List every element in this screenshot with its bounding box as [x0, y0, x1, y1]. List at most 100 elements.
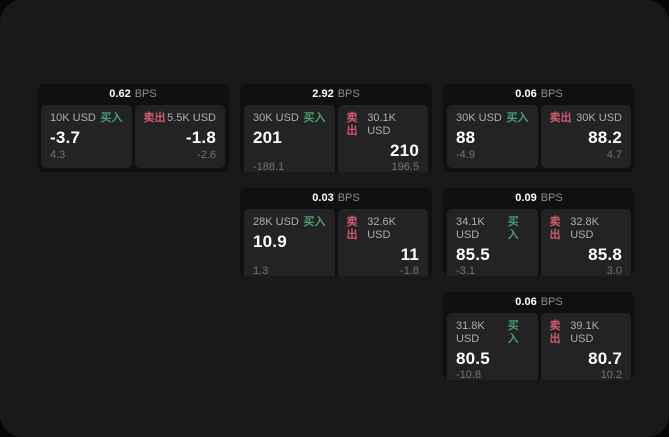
bps-unit-label: BPS	[134, 88, 157, 100]
sell-quote-panel[interactable]: 卖出 5.5K USD -1.8 -2.6	[134, 105, 225, 168]
buy-sub-value: -3.1	[456, 265, 475, 276]
buy-notional: 10K USD	[50, 112, 96, 124]
bps-value: 0.09	[515, 192, 537, 204]
sell-notional: 30.1K USD	[367, 112, 396, 137]
sell-panel-top: 卖出 32.6K USD	[347, 216, 420, 242]
buy-quote-panel[interactable]: 34.1K USD 买入 85.5 -3.1	[447, 209, 538, 276]
sell-panel-top: 卖出 30K USD	[550, 112, 623, 125]
sell-sub-value: 10.2	[600, 369, 622, 380]
buy-panel-top: 10K USD 买入	[50, 112, 123, 125]
sell-quote-panel[interactable]: 卖出 30K USD 88.2 4.7	[540, 105, 631, 168]
sell-sub-value: 3.0	[606, 265, 622, 276]
sell-side-label: 卖出	[549, 320, 561, 345]
buy-notional: 34.1K USD	[456, 216, 485, 241]
quote-card: 0.62 BPS 10K USD 买入 -3.7 4.3 卖出 5.5K USD…	[37, 84, 229, 172]
buy-notional: 30K USD	[456, 112, 502, 124]
bps-header: 0.09 BPS	[443, 188, 635, 209]
buy-sub-value: -188.1	[253, 161, 285, 172]
bps-header: 0.06 BPS	[443, 292, 635, 313]
buy-panel-top: 30K USD 买入	[253, 112, 326, 125]
quote-card: 0.06 BPS 30K USD 买入 88 -4.9 卖出 30K USD 8…	[443, 84, 635, 172]
sell-panel-top: 卖出 5.5K USD	[144, 112, 217, 125]
buy-panel-top: 34.1K USD 买入	[456, 216, 529, 242]
buy-price: 85.5	[456, 245, 490, 264]
buy-quote-panel[interactable]: 30K USD 买入 201 -188.1	[244, 105, 335, 172]
buy-price: 88	[456, 128, 476, 147]
sell-sub-value: 4.7	[606, 149, 622, 161]
quote-card-body: 10K USD 买入 -3.7 4.3 卖出 5.5K USD -1.8 -2.…	[37, 105, 229, 172]
buy-quote-panel[interactable]: 28K USD 买入 10.9 1.3	[244, 209, 335, 276]
sell-side-label: 卖出	[549, 112, 572, 124]
buy-notional: 28K USD	[253, 216, 299, 228]
sell-quote-panel[interactable]: 卖出 39.1K USD 80.7 10.2	[540, 313, 631, 380]
sell-price: 80.7	[588, 349, 622, 368]
sell-price: -1.8	[185, 128, 216, 147]
sell-sub-value: 196.5	[391, 161, 419, 172]
sell-panel-top: 卖出 30.1K USD	[347, 112, 420, 138]
sell-notional: 5.5K USD	[167, 112, 216, 124]
buy-quote-panel[interactable]: 30K USD 买入 88 -4.9	[447, 105, 538, 168]
sell-sub-value: -1.8	[400, 265, 419, 276]
sell-quote-panel[interactable]: 卖出 32.6K USD 11 -1.8	[337, 209, 428, 276]
sell-price: 11	[400, 245, 419, 264]
quote-grid: 0.62 BPS 10K USD 买入 -3.7 4.3 卖出 5.5K USD…	[37, 84, 635, 380]
buy-sub-value: -4.9	[456, 149, 475, 161]
bps-value: 0.03	[312, 192, 334, 204]
sell-side-label: 卖出	[549, 216, 561, 241]
quote-card-body: 30K USD 买入 88 -4.9 卖出 30K USD 88.2 4.7	[443, 105, 635, 172]
bps-unit-label: BPS	[540, 192, 563, 204]
buy-price: 80.5	[456, 349, 490, 368]
sell-price: 85.8	[588, 245, 622, 264]
sell-price: 88.2	[588, 128, 622, 147]
buy-price: 10.9	[253, 232, 287, 251]
quote-card: 0.09 BPS 34.1K USD 买入 85.5 -3.1 卖出 32.8K…	[443, 188, 635, 276]
quote-card: 2.92 BPS 30K USD 买入 201 -188.1 卖出 30.1K …	[240, 84, 432, 172]
bps-header: 0.03 BPS	[240, 188, 432, 209]
sell-quote-panel[interactable]: 卖出 30.1K USD 210 196.5	[337, 105, 428, 172]
sell-notional: 32.8K USD	[570, 216, 599, 241]
buy-side-label: 买入	[507, 320, 519, 345]
sell-notional: 39.1K USD	[570, 320, 599, 345]
buy-side-label: 买入	[100, 112, 123, 124]
buy-quote-panel[interactable]: 10K USD 买入 -3.7 4.3	[41, 105, 132, 168]
bps-value: 0.06	[515, 296, 537, 308]
sell-side-label: 卖出	[346, 216, 358, 241]
buy-price: -3.7	[50, 128, 81, 147]
buy-panel-top: 28K USD 买入	[253, 216, 326, 229]
sell-side-label: 卖出	[143, 112, 166, 124]
bps-value: 0.62	[109, 88, 131, 100]
buy-notional: 30K USD	[253, 112, 299, 124]
buy-quote-panel[interactable]: 31.8K USD 买入 80.5 -10.8	[447, 313, 538, 380]
quote-card: 0.06 BPS 31.8K USD 买入 80.5 -10.8 卖出 39.1…	[443, 292, 635, 380]
bps-unit-label: BPS	[337, 192, 360, 204]
sell-side-label: 卖出	[346, 112, 358, 137]
quote-card: 0.03 BPS 28K USD 买入 10.9 1.3 卖出 32.6K US…	[240, 188, 432, 276]
buy-side-label: 买入	[303, 216, 326, 228]
buy-sub-value: -10.8	[456, 369, 482, 380]
buy-side-label: 买入	[506, 112, 529, 124]
sell-panel-top: 卖出 39.1K USD	[550, 320, 623, 346]
quote-card-body: 28K USD 买入 10.9 1.3 卖出 32.6K USD 11 -1.8	[240, 209, 432, 276]
quote-card-body: 31.8K USD 买入 80.5 -10.8 卖出 39.1K USD 80.…	[443, 313, 635, 380]
bps-value: 2.92	[312, 88, 334, 100]
sell-panel-top: 卖出 32.8K USD	[550, 216, 623, 242]
quote-card-body: 30K USD 买入 201 -188.1 卖出 30.1K USD 210 1…	[240, 105, 432, 172]
buy-sub-value: 4.3	[50, 149, 66, 161]
bps-unit-label: BPS	[337, 88, 360, 100]
bps-header: 2.92 BPS	[240, 84, 432, 105]
buy-side-label: 买入	[507, 216, 519, 241]
bps-header: 0.62 BPS	[37, 84, 229, 105]
bps-unit-label: BPS	[540, 296, 563, 308]
bps-value: 0.06	[515, 88, 537, 100]
buy-side-label: 买入	[303, 112, 326, 124]
sell-sub-value: -2.6	[197, 149, 216, 161]
buy-panel-top: 31.8K USD 买入	[456, 320, 529, 346]
buy-price: 201	[253, 128, 282, 147]
sell-notional: 30K USD	[576, 112, 622, 124]
sell-price: 210	[390, 141, 419, 160]
bps-header: 0.06 BPS	[443, 84, 635, 105]
quote-card-body: 34.1K USD 买入 85.5 -3.1 卖出 32.8K USD 85.8…	[443, 209, 635, 276]
buy-panel-top: 30K USD 买入	[456, 112, 529, 125]
sell-quote-panel[interactable]: 卖出 32.8K USD 85.8 3.0	[540, 209, 631, 276]
